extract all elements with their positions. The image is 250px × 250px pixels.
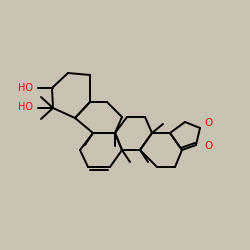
Text: HO: HO: [18, 83, 33, 93]
Text: O: O: [204, 118, 212, 128]
Text: O: O: [204, 141, 212, 151]
Text: HO: HO: [18, 102, 33, 112]
